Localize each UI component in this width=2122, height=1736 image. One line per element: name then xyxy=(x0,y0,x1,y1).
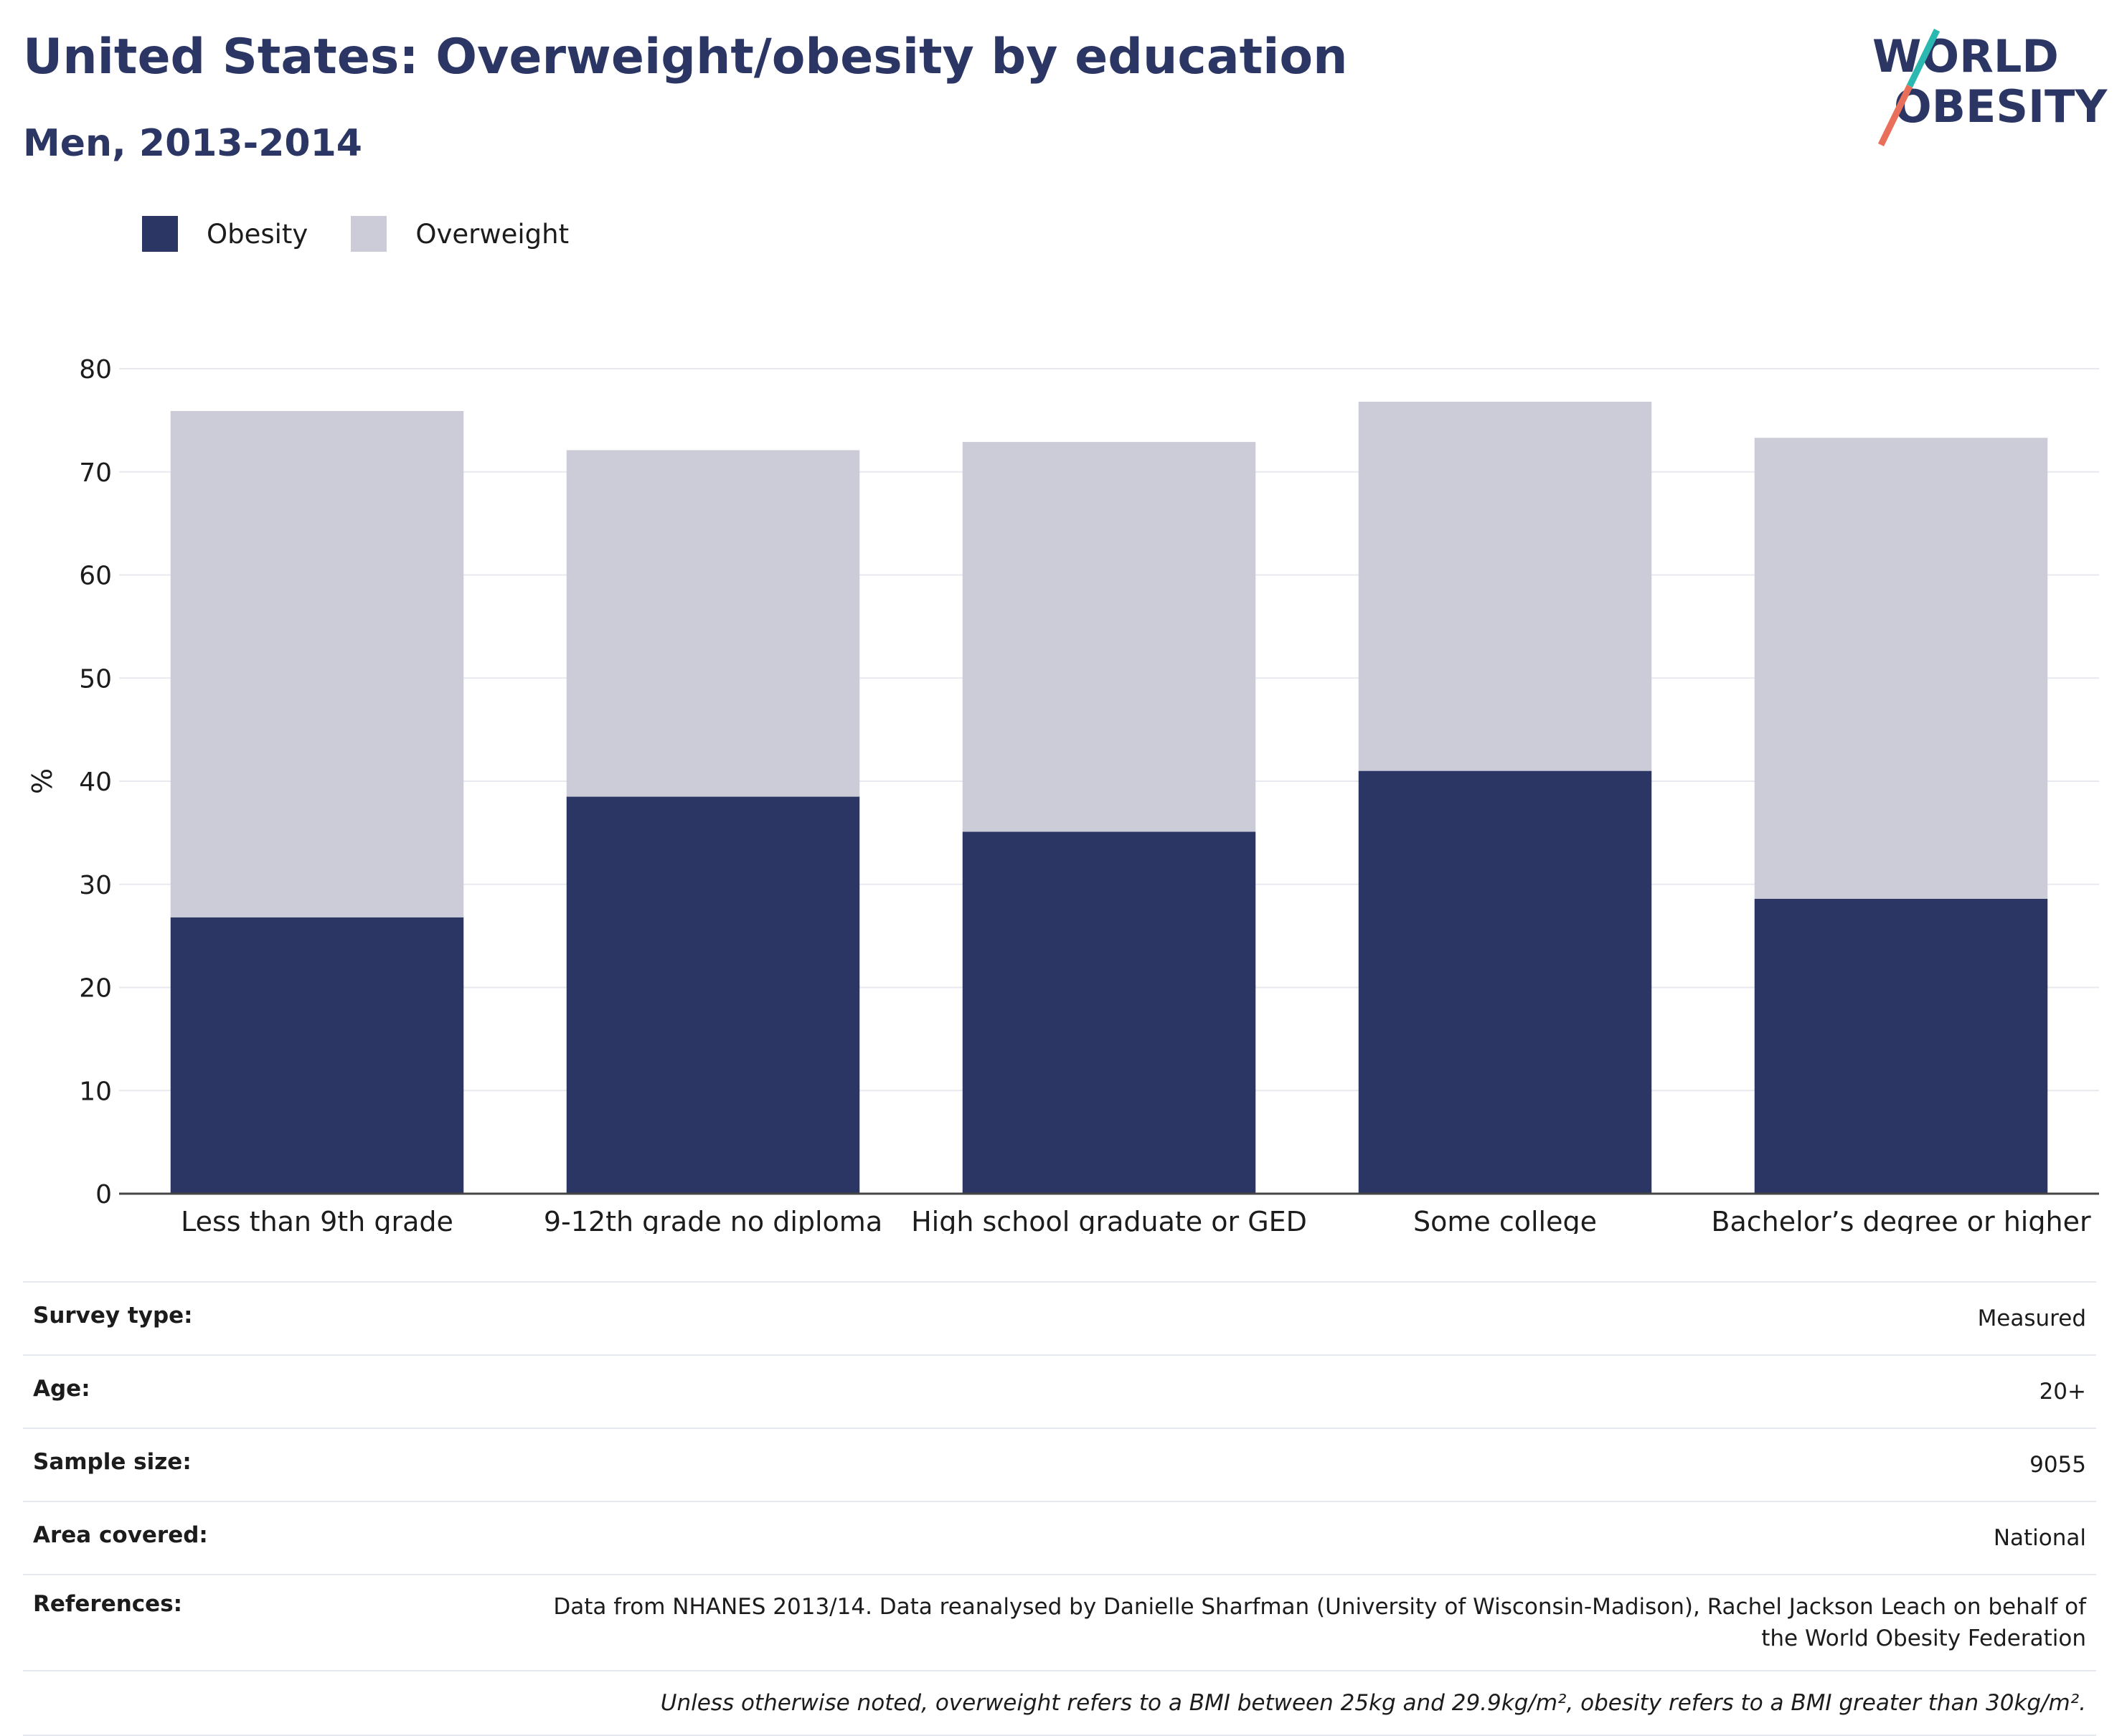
y-tick-label: 0 xyxy=(95,1180,112,1209)
x-tick-label: 9-12th grade no diploma xyxy=(544,1206,882,1234)
stacked-bar-chart: 0 10 20 30 40 50 60 70 80% Less than 9th grade 9-1… xyxy=(27,355,2099,1234)
x-tick-label: High school graduate or GED xyxy=(911,1206,1307,1234)
meta-label: Age: xyxy=(33,1376,90,1402)
meta-row-sample-size: Sample size: 9055 xyxy=(23,1428,2096,1501)
legend-label-overweight: Overweight xyxy=(415,218,570,250)
meta-row-references: References: Data from NHANES 2013/14. Da… xyxy=(23,1574,2096,1670)
bmi-definition-note: Unless otherwise noted, overweight refer… xyxy=(23,1670,2096,1736)
bar-obesity xyxy=(962,831,1256,1194)
meta-row-area: Area covered: National xyxy=(23,1501,2096,1574)
x-tick-label: Less than 9th grade xyxy=(181,1206,453,1234)
bar-obesity xyxy=(1754,898,2048,1194)
y-tick-label: 10 xyxy=(79,1077,112,1106)
y-tick-label: 60 xyxy=(79,562,112,591)
meta-label: Survey type: xyxy=(33,1303,193,1329)
legend-item-overweight[interactable]: Overweight xyxy=(351,216,569,252)
meta-value: 9055 xyxy=(2029,1452,2086,1478)
y-tick-label: 20 xyxy=(79,974,112,1004)
bar-overweight xyxy=(1754,438,2048,899)
y-tick-label: 80 xyxy=(79,355,112,385)
y-tick-label: 50 xyxy=(79,664,112,694)
y-tick-label: 70 xyxy=(79,458,112,488)
x-tick-label: Some college xyxy=(1413,1206,1597,1234)
logo-line-1: WORLD xyxy=(1872,30,2059,82)
legend-label-obesity: Obesity xyxy=(207,218,308,250)
chart-legend: Obesity Overweight xyxy=(142,212,612,255)
meta-value: Measured xyxy=(1977,1306,2086,1331)
y-tick-label: 30 xyxy=(79,871,112,900)
y-axis-label: % xyxy=(27,768,58,794)
logo-line-2: OBESITY xyxy=(1894,80,2108,133)
bar-obesity xyxy=(170,917,464,1194)
meta-value: Data from NHANES 2013/14. Data reanalyse… xyxy=(553,1594,2086,1651)
meta-value: National xyxy=(1993,1525,2086,1551)
meta-label: Area covered: xyxy=(33,1522,208,1548)
bar-obesity xyxy=(1358,770,1652,1194)
bar-overweight xyxy=(962,442,1256,832)
legend-swatch-overweight xyxy=(351,216,387,252)
logo-coral-slash xyxy=(1877,85,1913,146)
meta-label: Sample size: xyxy=(33,1449,192,1475)
meta-row-survey-type: Survey type: Measured xyxy=(23,1281,2096,1354)
meta-row-age: Age: 20+ xyxy=(23,1354,2096,1428)
meta-value: 20+ xyxy=(2039,1379,2086,1405)
metadata-table: Survey type: Measured Age: 20+ Sample si… xyxy=(23,1281,2096,1736)
y-tick-label: 40 xyxy=(79,768,112,797)
bar-overweight xyxy=(566,450,860,797)
bar-overweight xyxy=(1358,402,1652,771)
bar-overweight xyxy=(170,410,464,917)
legend-swatch-obesity xyxy=(142,216,178,252)
logo-teal-slash xyxy=(1906,29,1941,88)
chart-title: United States: Overweight/obesity by edu… xyxy=(23,29,1348,85)
meta-label: References: xyxy=(33,1591,183,1617)
legend-item-obesity[interactable]: Obesity xyxy=(142,216,308,252)
x-tick-label: Bachelor’s degree or higher xyxy=(1711,1206,2091,1234)
chart-subtitle: Men, 2013-2014 xyxy=(23,122,362,165)
bar-obesity xyxy=(566,796,860,1194)
world-obesity-logo: WORLD OBESITY xyxy=(1872,29,2108,146)
